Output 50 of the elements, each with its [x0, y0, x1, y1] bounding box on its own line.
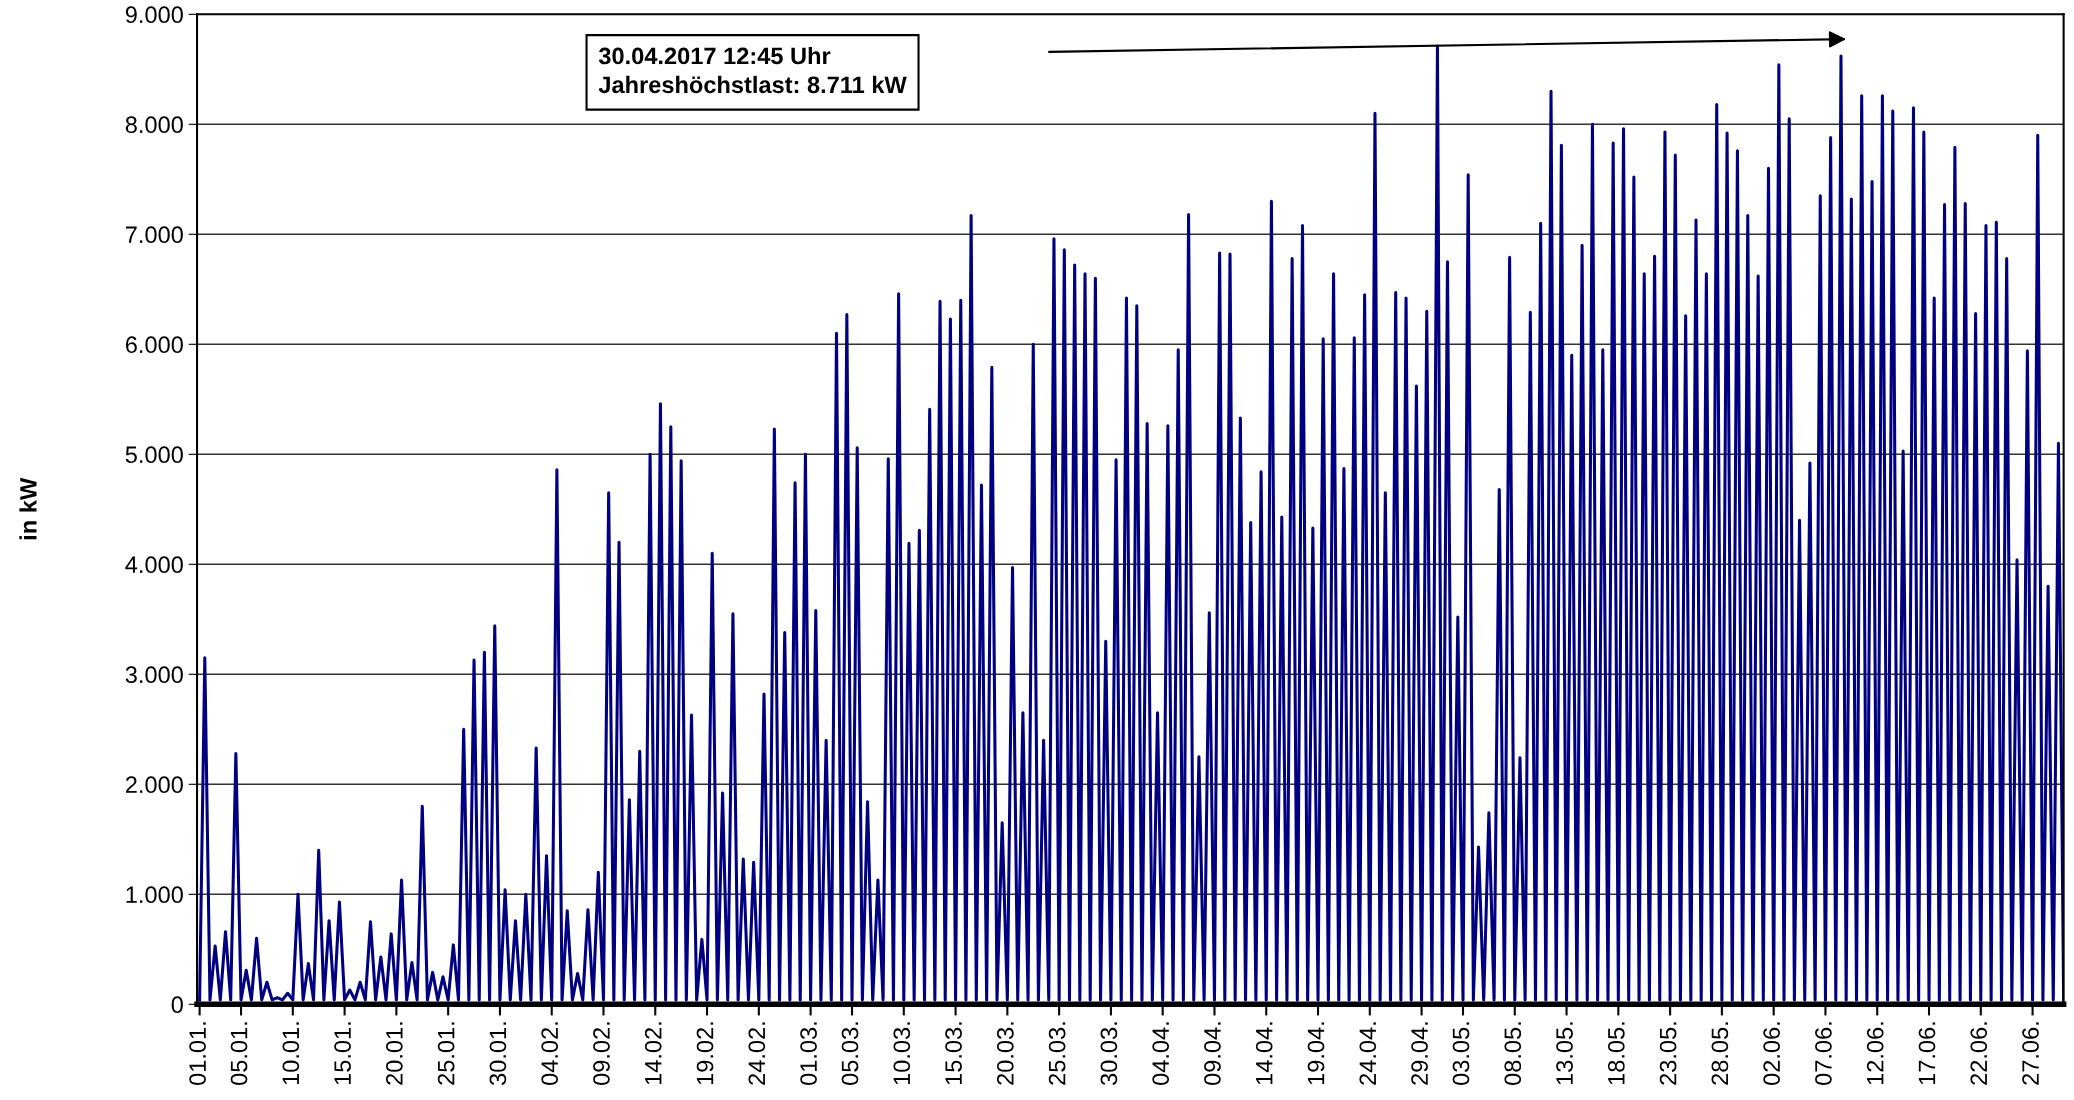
x-tick-label: 13.05.	[1556, 1022, 1573, 1085]
x-tick-label: 02.06.	[1763, 1022, 1781, 1085]
y-tick-label: 2.000	[125, 776, 183, 794]
x-tick-label: 01.03.	[800, 1022, 817, 1085]
x-tick-label: 27.06.	[2022, 1022, 2039, 1085]
x-tick-label: 29.04.	[1411, 1022, 1428, 1085]
x-tick-label: 14.02.	[644, 1022, 662, 1085]
y-tick-label: 5.000	[125, 446, 183, 464]
x-tick-label: 25.01.	[437, 1022, 455, 1085]
x-tick-label: 04.02.	[541, 1022, 559, 1085]
x-tick-label: 20.01.	[385, 1022, 403, 1085]
y-tick-label: 8.000	[125, 116, 183, 134]
x-tick-label: 17.06.	[1918, 1022, 1936, 1085]
x-tick-label: 04.04.	[1152, 1022, 1170, 1085]
x-tick-label: 23.05.	[1659, 1022, 1677, 1085]
y-tick-label: 6.000	[125, 336, 183, 354]
x-tick-label: 09.02.	[593, 1022, 610, 1085]
annotation: 30.04.2017 12:45 Uhr Jahreshöchstlast: 8.711 kW	[598, 46, 907, 94]
x-tick-label: 22.06.	[1970, 1022, 1988, 1085]
x-tick-label: 05.03.	[841, 1022, 859, 1085]
x-tick-label: 15.01.	[334, 1022, 351, 1085]
x-tick-label: 24.04.	[1359, 1022, 1377, 1085]
x-tick-label: 05.01.	[230, 1022, 248, 1085]
y-tick-label: 9.000	[125, 6, 183, 24]
x-tick-label: 10.03.	[893, 1022, 911, 1085]
x-tick-label: 12.06.	[1866, 1022, 1884, 1085]
x-tick-label: 01.01.	[189, 1022, 206, 1085]
x-tick-label: 07.06.	[1815, 1022, 1832, 1085]
y-tick-label: 7.000	[125, 226, 183, 244]
x-tick-label: 15.03.	[945, 1022, 962, 1085]
x-tick-label: 28.05.	[1711, 1022, 1729, 1085]
y-tick-label: 4.000	[125, 556, 183, 574]
y-tick-label: 3.000	[125, 666, 183, 684]
y-axis-title: in kW	[19, 477, 37, 540]
y-tick-label: 1.000	[126, 886, 183, 904]
x-tick-label: 03.05.	[1452, 1022, 1470, 1085]
x-tick-label: 08.05.	[1504, 1022, 1522, 1085]
x-tick-label: 24.02.	[748, 1022, 766, 1085]
line-series	[198, 44, 2064, 1002]
x-tick-label: 20.03.	[996, 1022, 1014, 1085]
x-tick-label: 09.04.	[1204, 1022, 1221, 1085]
x-tick-label: 18.05.	[1607, 1022, 1625, 1085]
x-tick-label: 25.03.	[1048, 1022, 1066, 1085]
x-tick-label: 10.01.	[282, 1022, 300, 1085]
x-tick-label: 19.04.	[1307, 1022, 1325, 1085]
y-tick-label: 0	[171, 996, 183, 1014]
x-tick-label: 30.01.	[489, 1022, 507, 1086]
x-tick-label: 14.04.	[1255, 1022, 1273, 1085]
x-tick-label: 30.03.	[1100, 1022, 1118, 1086]
x-tick-label: 19.02.	[696, 1022, 714, 1085]
